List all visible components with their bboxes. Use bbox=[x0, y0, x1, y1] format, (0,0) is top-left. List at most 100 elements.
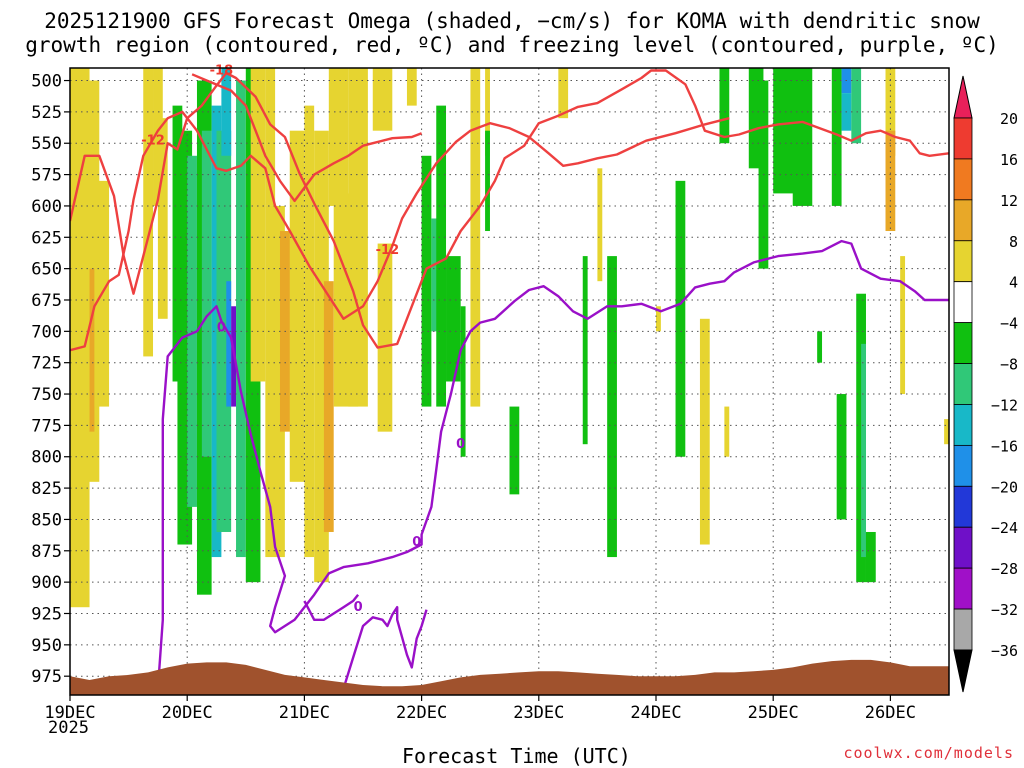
y-tick-label: 875 bbox=[31, 542, 62, 562]
freezing-level-contour bbox=[156, 239, 949, 689]
colorbar-label: −16 bbox=[991, 437, 1018, 455]
y-tick-label: 600 bbox=[31, 197, 62, 217]
omega-cell bbox=[851, 68, 862, 144]
colorbar-swatch bbox=[953, 444, 973, 487]
omega-cell bbox=[157, 118, 168, 319]
year-label: 2025 bbox=[48, 718, 89, 738]
contour-lines bbox=[70, 69, 949, 690]
colorbar-label: 4 bbox=[1009, 274, 1018, 292]
omega-cell bbox=[656, 306, 661, 332]
omega-cell bbox=[289, 130, 305, 482]
terrain-ground bbox=[70, 659, 949, 695]
omega-cell bbox=[719, 68, 730, 144]
omega-cell bbox=[558, 68, 569, 119]
x-tick-label: 24DEC bbox=[630, 703, 681, 723]
colorbar-swatch bbox=[953, 526, 973, 569]
freezing-level-contour bbox=[342, 606, 428, 690]
y-tick-label: 975 bbox=[31, 667, 62, 687]
colorbar-swatch bbox=[953, 404, 973, 446]
colorbar-swatch bbox=[953, 485, 973, 528]
omega-cell bbox=[221, 68, 232, 156]
omega-cell bbox=[724, 406, 730, 457]
y-tick-label: 575 bbox=[31, 166, 62, 186]
omega-cell bbox=[699, 318, 710, 545]
freezing-contour-label: 0 bbox=[217, 321, 226, 336]
x-tick-label: 21DEC bbox=[279, 703, 330, 723]
freezing-level-contour bbox=[303, 593, 360, 621]
colorbar-swatch bbox=[953, 281, 973, 324]
y-tick-label: 675 bbox=[31, 291, 62, 311]
colorbar-swatch bbox=[953, 363, 973, 405]
omega-cell bbox=[304, 105, 315, 558]
colorbar-swatch bbox=[953, 199, 973, 242]
chart-title-line-2: growth region (contoured, red, ºC) and f… bbox=[25, 33, 999, 57]
omega-cell bbox=[861, 343, 866, 558]
y-tick-label: 825 bbox=[31, 479, 62, 499]
omega-cell bbox=[323, 281, 334, 532]
omega-cell bbox=[900, 256, 906, 395]
x-tick-label: 26DEC bbox=[865, 703, 916, 723]
y-tick-label: 925 bbox=[31, 604, 62, 624]
x-tick-label: 22DEC bbox=[396, 703, 447, 723]
omega-cell bbox=[607, 256, 617, 558]
x-tick-label: 19DEC bbox=[44, 703, 95, 723]
dgz-contour bbox=[191, 73, 423, 203]
freezing-contour-label: 0 bbox=[456, 437, 465, 452]
omega-cell bbox=[675, 180, 686, 457]
dgz-contour-label: -18 bbox=[210, 64, 234, 79]
colorbar-label: −24 bbox=[991, 519, 1018, 537]
colorbar-bottom-arrow bbox=[953, 649, 973, 693]
omega-cell bbox=[372, 68, 393, 131]
y-tick-label: 775 bbox=[31, 416, 62, 436]
omega-cell bbox=[470, 68, 481, 407]
omega-cell bbox=[377, 243, 393, 432]
y-tick-label: 650 bbox=[31, 260, 62, 280]
colorbar-swatch bbox=[953, 240, 973, 283]
x-tick-label: 20DEC bbox=[162, 703, 213, 723]
dgz-contour bbox=[70, 110, 730, 352]
x-axis-ticks: 19DEC 20DEC 21DEC 22DEC 23DEC 24DEC 25DEC 26DEC bbox=[44, 695, 916, 723]
credit-link[interactable]: coolwx.com/models bbox=[843, 744, 1014, 762]
y-tick-label: 950 bbox=[31, 636, 62, 656]
y-tick-label: 700 bbox=[31, 322, 62, 342]
colorbar-label: 12 bbox=[1000, 192, 1018, 210]
terrain-fill bbox=[70, 659, 949, 695]
dgz-contour bbox=[70, 69, 949, 349]
omega-cell bbox=[328, 68, 349, 206]
omega-cell bbox=[817, 331, 823, 363]
omega-cell bbox=[406, 68, 417, 106]
colorbar-swatch bbox=[953, 117, 973, 160]
colorbar-top-arrow bbox=[953, 75, 973, 119]
omega-cell bbox=[485, 130, 490, 232]
y-tick-label: 750 bbox=[31, 385, 62, 405]
omega-cell bbox=[865, 531, 876, 583]
colorbar-label: −4 bbox=[1000, 315, 1018, 333]
omega-cell bbox=[201, 130, 212, 457]
colorbar-label: 8 bbox=[1009, 233, 1018, 251]
x-axis-title: Forecast Time (UTC) bbox=[402, 744, 631, 768]
omega-cell bbox=[226, 281, 232, 407]
colorbar-swatch bbox=[953, 608, 973, 651]
colorbar-swatch bbox=[953, 158, 973, 201]
omega-cell bbox=[831, 68, 842, 206]
y-tick-label: 900 bbox=[31, 573, 62, 593]
colorbar-label: 16 bbox=[1000, 151, 1018, 169]
freezing-contour-label: 0 bbox=[412, 535, 421, 550]
chart-title-line-1: 2025121900 GFS Forecast Omega (shaded, −… bbox=[44, 9, 980, 33]
y-tick-label: 550 bbox=[31, 134, 62, 154]
omega-cell bbox=[582, 256, 588, 445]
omega-cell bbox=[265, 68, 276, 206]
omega-cell bbox=[236, 80, 246, 558]
omega-cell bbox=[944, 419, 949, 445]
omega-cell bbox=[143, 68, 154, 357]
y-axis-ticks: 500 525 550 575 600 625 650 675 700 725 750 775 800 8… bbox=[31, 72, 70, 687]
plot-frame bbox=[69, 67, 950, 696]
omega-cell bbox=[89, 268, 95, 432]
colorbar: 20 16 12 8 4 −4 −8 −12 −16 −20 −24 −28 −32 −36 bbox=[953, 75, 1018, 693]
freezing-contour-label: 0 bbox=[354, 600, 363, 615]
colorbar-label: −20 bbox=[991, 478, 1018, 496]
colorbar-label: −12 bbox=[991, 396, 1018, 414]
colorbar-label: 20 bbox=[1000, 110, 1018, 128]
y-tick-label: 500 bbox=[31, 72, 62, 92]
